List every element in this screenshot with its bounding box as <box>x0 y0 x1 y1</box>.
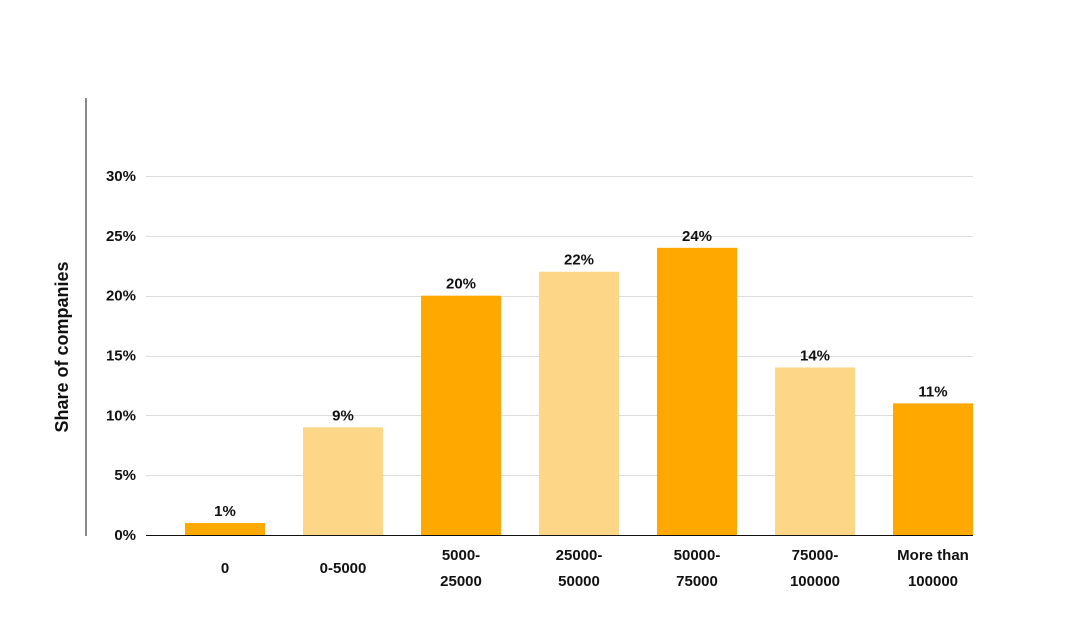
y-tick-label-10: 10% <box>106 407 136 424</box>
bar-6 <box>893 403 973 535</box>
y-tick-label-0: 0% <box>114 527 136 544</box>
bars <box>185 247 973 536</box>
x-category-label-0: 0 <box>221 560 229 577</box>
y-tick-label-25: 25% <box>106 228 136 245</box>
data-label-3: 22% <box>564 252 594 269</box>
y-tick-label-15: 15% <box>106 348 136 365</box>
data-label-4: 24% <box>682 228 712 245</box>
bar-5 <box>775 367 855 535</box>
data-labels: 1% 9% 20% 22% 24% 14% 11% <box>214 228 947 520</box>
data-label-1: 9% <box>332 407 354 424</box>
y-tick-label-5: 5% <box>114 467 136 484</box>
data-label-6: 11% <box>918 383 947 400</box>
y-axis-title: Share of companies <box>52 261 72 432</box>
bar-2 <box>421 295 501 535</box>
axes: Share of companies <box>52 98 973 536</box>
x-category-label-2: 5000-25000 <box>440 547 482 590</box>
x-category-label-1: 0-5000 <box>320 560 367 577</box>
bar-1 <box>303 427 383 535</box>
x-category-label-5: 75000-100000 <box>790 547 840 590</box>
bar-3 <box>539 271 619 535</box>
y-tick-label-20: 20% <box>106 288 136 305</box>
bar-4 <box>657 247 737 536</box>
y-tick-labels: 0% 5% 10% 15% 20% 25% 30% <box>106 168 136 544</box>
data-label-2: 20% <box>446 276 476 293</box>
x-category-labels: 0 0-5000 5000-25000 25000-50000 50000-75000 7… <box>221 547 969 590</box>
x-category-label-6: More than 100000 <box>897 547 969 590</box>
data-label-5: 14% <box>800 347 830 364</box>
y-tick-label-30: 30% <box>106 168 136 185</box>
data-label-0: 1% <box>214 503 236 520</box>
bar-0 <box>185 523 265 535</box>
x-category-label-3: 25000-50000 <box>556 547 603 590</box>
x-category-label-4: 50000-75000 <box>674 547 721 590</box>
